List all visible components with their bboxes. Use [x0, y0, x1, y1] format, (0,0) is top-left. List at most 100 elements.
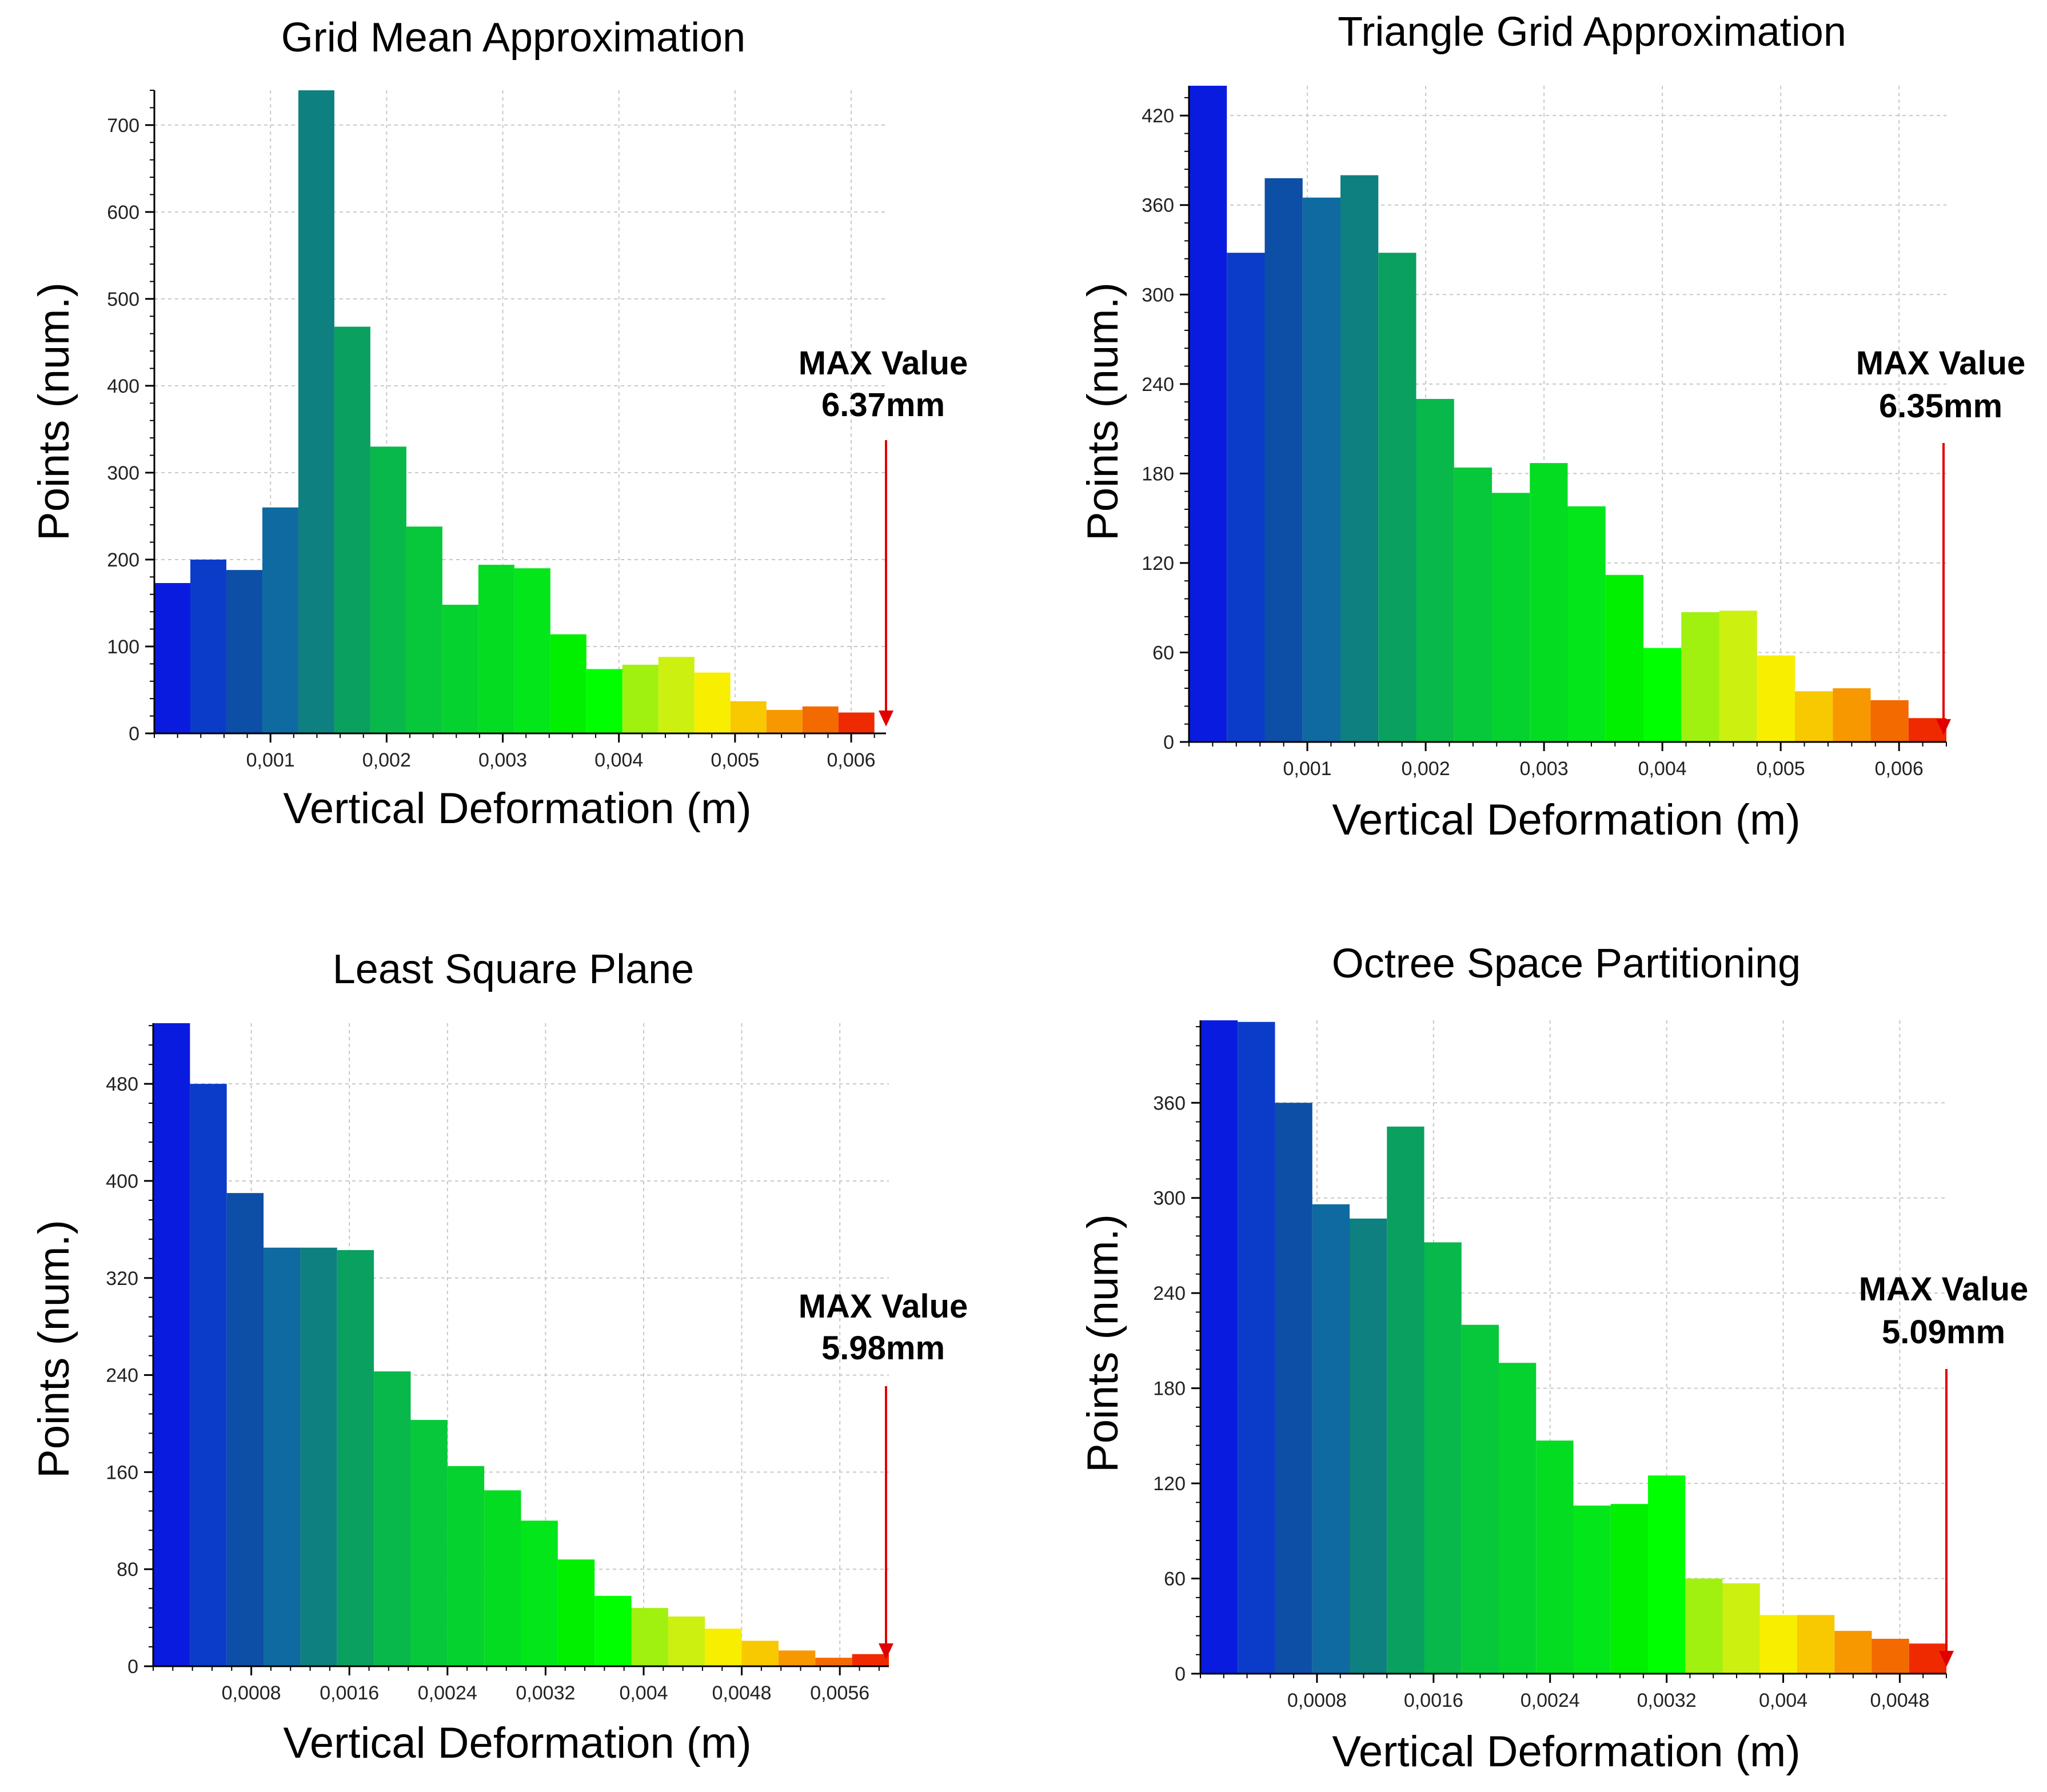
y-tick-label: 0 — [1175, 1663, 1186, 1685]
histogram-bar — [1759, 1615, 1797, 1674]
histogram-bar — [1350, 1218, 1387, 1674]
x-tick-label: 0,0008 — [1287, 1690, 1347, 1711]
histogram-bar — [1312, 1204, 1350, 1674]
x-tick-label: 0,0032 — [1637, 1690, 1697, 1711]
y-axis-label: Points (num.) — [30, 1220, 78, 1478]
histogram-bar — [730, 701, 767, 733]
y-tick-label: 400 — [107, 376, 139, 397]
histogram-bar — [374, 1371, 411, 1666]
histogram-bar — [658, 657, 695, 733]
chart-panel-2: 0 60 120 180 240 300 360 420 0,001 0,002 0,003 0,00… — [1079, 9, 2025, 844]
histogram-bar — [1499, 1363, 1537, 1674]
y-tick-label: 0 — [129, 723, 139, 745]
histogram-bar — [1719, 610, 1757, 742]
histogram-bar — [550, 634, 586, 733]
histogram-bar — [153, 1023, 190, 1666]
x-tick-label: 0,0048 — [1870, 1690, 1929, 1711]
histogram-bar — [406, 526, 442, 733]
histogram-bar — [300, 1247, 337, 1666]
histogram-bar — [694, 672, 731, 733]
x-axis-label: Vertical Deformation (m) — [1332, 796, 1800, 844]
histogram-bar — [190, 559, 226, 733]
histogram-bar — [1605, 574, 1643, 742]
histogram-bar — [802, 706, 839, 733]
histogram-bar — [1530, 463, 1568, 742]
histogram-bar — [741, 1641, 779, 1666]
histogram-bar — [1461, 1324, 1499, 1674]
x-tick-label: 0,0024 — [1521, 1690, 1580, 1711]
histogram-bar — [1681, 612, 1719, 742]
histogram-bar — [1416, 398, 1454, 742]
x-axis-label: Vertical Deformation (m) — [1332, 1727, 1800, 1776]
histogram-bar — [1795, 691, 1833, 742]
y-tick-label: 120 — [1142, 553, 1174, 574]
histogram-bar — [1189, 86, 1227, 742]
histogram-bar — [1909, 1643, 1946, 1674]
histogram-bar — [262, 507, 298, 733]
histogram-bar — [442, 605, 478, 733]
histogram-bar — [1610, 1504, 1648, 1674]
max-value-label: MAX Value — [1859, 1271, 2029, 1308]
x-tick-label: 0,0056 — [810, 1682, 869, 1704]
histogram-bar — [226, 570, 262, 733]
histogram-bar — [190, 1084, 227, 1666]
chart-title: Least Square Plane — [333, 947, 694, 992]
histogram-bar — [1870, 700, 1909, 742]
histogram-bar — [1757, 655, 1795, 742]
chart-title: Grid Mean Approximation — [281, 15, 745, 61]
max-value-amount: 6.37mm — [821, 386, 945, 424]
x-tick-label: 0,006 — [827, 749, 876, 771]
histogram-bar — [1492, 493, 1530, 742]
y-axis-label: Points (num.) — [1079, 282, 1127, 541]
y-tick-label: 300 — [1142, 284, 1174, 306]
histogram-bar — [337, 1250, 374, 1666]
y-tick-label: 180 — [1142, 463, 1174, 485]
histogram-bar — [838, 712, 875, 733]
y-tick-label: 240 — [1142, 374, 1174, 396]
y-tick-label: 480 — [106, 1073, 138, 1095]
x-tick-label: 0,0016 — [320, 1682, 379, 1704]
histogram-bar — [1872, 1638, 1909, 1674]
x-tick-label: 0,001 — [1283, 758, 1331, 780]
x-tick-label: 0,0016 — [1404, 1690, 1463, 1711]
y-tick-label: 80 — [117, 1559, 138, 1581]
histogram-bar — [1536, 1440, 1574, 1674]
histogram-bar — [778, 1650, 816, 1666]
max-value-label: MAX Value — [1856, 345, 2026, 382]
histogram-bar — [631, 1608, 668, 1666]
x-tick-label: 0,003 — [1520, 758, 1569, 780]
x-tick-label: 0,006 — [1875, 758, 1924, 780]
histogram-bar — [484, 1490, 521, 1666]
max-value-amount: 5.98mm — [821, 1330, 945, 1367]
chart-panel-4: 0 60 120 180 240 300 360 0,0008 0,0016 0,0024 0,00… — [1079, 941, 2028, 1776]
x-tick-label: 0,0024 — [418, 1682, 477, 1704]
histogram-bar — [1340, 175, 1379, 743]
histogram-bar — [557, 1559, 595, 1666]
y-tick-label: 0 — [1163, 732, 1174, 753]
histogram-bar — [852, 1654, 889, 1666]
y-axis-label: Points (num.) — [30, 282, 78, 541]
histogram-bar — [594, 1595, 632, 1666]
histogram-bar — [514, 568, 550, 733]
y-tick-label: 200 — [107, 549, 139, 571]
histogram-bar — [1424, 1242, 1462, 1674]
histogram-bar — [1834, 1631, 1872, 1674]
x-tick-label: 0,003 — [478, 749, 527, 771]
y-tick-label: 240 — [1153, 1283, 1186, 1304]
x-tick-label: 0,005 — [1757, 758, 1805, 780]
y-tick-label: 180 — [1153, 1378, 1186, 1400]
histogram-bar — [766, 709, 803, 733]
histogram-bar — [478, 565, 514, 733]
histogram-bar — [1275, 1103, 1312, 1674]
histogram-bar — [226, 1193, 264, 1666]
chart-panel-3: 0 80 160 240 320 400 480 0,0008 0,0016 0,0024 0,00… — [30, 947, 968, 1767]
y-tick-label: 60 — [1152, 642, 1174, 664]
y-tick-label: 400 — [106, 1171, 138, 1192]
histogram-bar — [1567, 506, 1606, 742]
chart-title: Octree Space Partitioning — [1332, 941, 1801, 987]
histogram-bar — [370, 446, 406, 733]
x-tick-label: 0,005 — [711, 749, 759, 771]
y-tick-label: 0 — [127, 1656, 138, 1678]
max-value-label: MAX Value — [799, 345, 968, 382]
